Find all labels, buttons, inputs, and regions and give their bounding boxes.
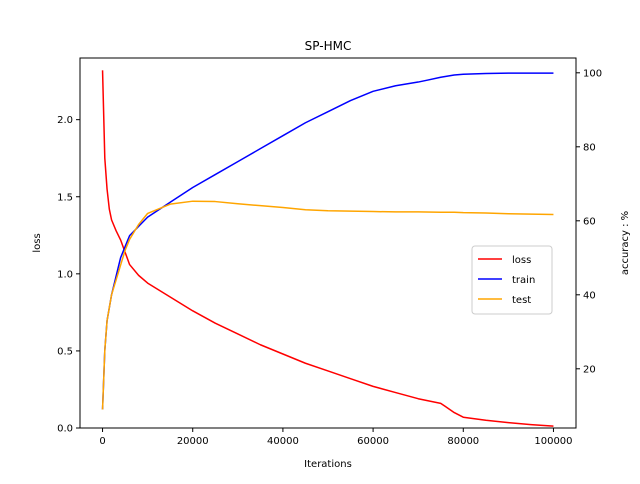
- plot-frame: [79, 57, 577, 429]
- y-tick-label: 1.0: [57, 269, 73, 280]
- series-loss-line: [101, 70, 554, 427]
- y2-tick-label: 20: [583, 364, 596, 375]
- x-tick-label: 40000: [267, 436, 299, 447]
- y-tick-label: 2.0: [57, 115, 73, 126]
- legend: loss train test: [471, 245, 553, 315]
- y2-tick-label: 100: [583, 68, 602, 79]
- y-axis-label: loss: [32, 233, 43, 252]
- x-tick-label: 80000: [447, 436, 479, 447]
- chart-title: SP-HMC: [305, 39, 352, 53]
- y2-axis-label: accuracy : %: [620, 211, 631, 275]
- legend-label-loss: loss: [512, 255, 531, 266]
- y-axis-ticks: 0.0 0.5 1.0 1.5 2.0: [57, 115, 80, 435]
- x-tick-label: 60000: [357, 436, 389, 447]
- series-layer: [101, 70, 554, 427]
- y2-tick-label: 60: [583, 216, 596, 227]
- legend-label-test: test: [512, 295, 531, 306]
- y-tick-label: 0.5: [57, 346, 73, 357]
- y-tick-label: 1.5: [57, 192, 73, 203]
- y-tick-label: 0.0: [57, 424, 73, 435]
- series-test-line: [101, 200, 554, 410]
- y2-tick-label: 40: [583, 290, 596, 301]
- legend-label-train: train: [512, 275, 535, 286]
- x-axis-label: Iterations: [304, 459, 352, 470]
- y2-tick-label: 80: [583, 142, 596, 153]
- x-tick-label: 100000: [534, 436, 572, 447]
- x-tick-label: 20000: [177, 436, 209, 447]
- y2-axis-ticks: 20 40 60 80 100: [576, 68, 602, 375]
- legend-box: [471, 245, 553, 315]
- x-tick-label: 0: [99, 436, 105, 447]
- x-axis-ticks: 0 20000 40000 60000 80000 100000: [99, 428, 573, 447]
- series-train-line: [101, 72, 554, 410]
